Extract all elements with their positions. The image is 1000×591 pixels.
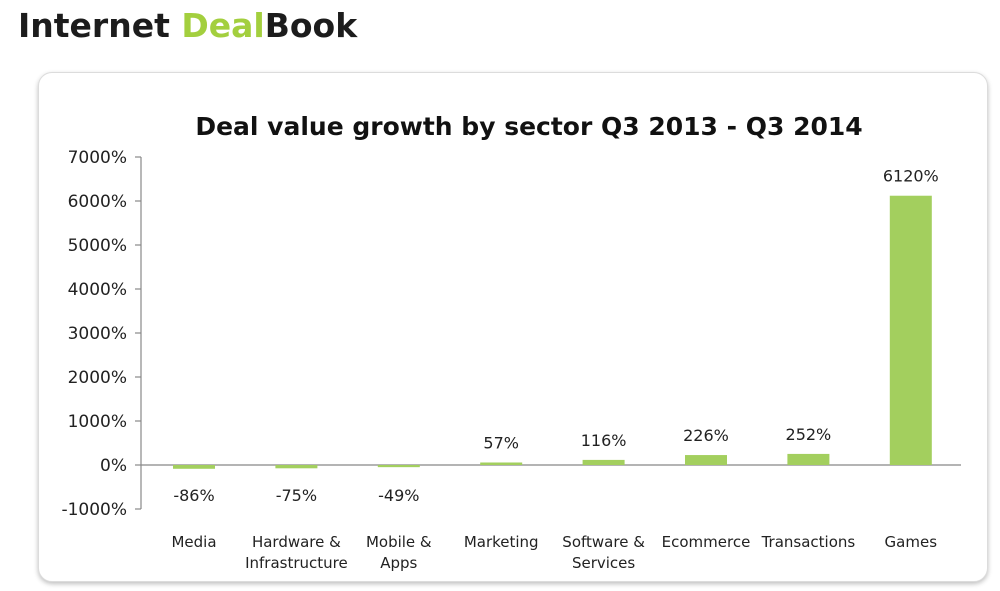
y-tick-label: 1000% — [68, 412, 127, 432]
bar — [787, 453, 830, 465]
data-label: 226% — [683, 426, 729, 445]
bar — [275, 465, 318, 469]
y-tick-label: -1000% — [61, 500, 127, 520]
category-label: Hardware & Infrastructure — [245, 533, 348, 572]
chart-card: Deal value growth by sector Q3 2013 - Q3… — [38, 72, 988, 582]
y-tick-label: 2000% — [68, 368, 127, 388]
y-tick-label: 0% — [100, 456, 127, 476]
bar — [889, 195, 932, 465]
data-label: -75% — [276, 486, 317, 505]
bar — [480, 462, 523, 465]
y-tick-label: 4000% — [68, 280, 127, 300]
data-label: -86% — [173, 486, 214, 505]
y-tick-label: 6000% — [68, 192, 127, 212]
category-label: Mobile & Apps — [366, 533, 432, 572]
chart-title: Deal value growth by sector Q3 2013 - Q3… — [195, 112, 862, 141]
brand-logo: Internet DealBook — [18, 6, 357, 45]
bar — [377, 465, 420, 468]
y-tick-label: 7000% — [68, 148, 127, 168]
bar — [685, 455, 727, 465]
data-label: -49% — [378, 486, 419, 505]
data-label: 116% — [581, 431, 627, 450]
category-label: Transactions — [761, 533, 856, 551]
y-tick-label: 3000% — [68, 324, 127, 344]
category-label: Software & Services — [562, 533, 645, 572]
category-label: Ecommerce — [662, 533, 751, 551]
data-label: 252% — [786, 425, 832, 444]
bar — [582, 459, 625, 465]
brand-accent: Deal — [181, 6, 265, 45]
brand-suffix: Book — [264, 6, 358, 45]
category-label: Marketing — [464, 533, 539, 551]
category-label: Games — [885, 533, 938, 551]
data-label: 57% — [483, 433, 519, 452]
brand-prefix: Internet — [18, 6, 182, 45]
bar-chart: Deal value growth by sector Q3 2013 - Q3… — [61, 112, 961, 572]
bar — [173, 465, 215, 469]
y-tick-label: 5000% — [68, 236, 127, 256]
data-label: 6120% — [883, 167, 939, 186]
category-label: Media — [171, 533, 216, 551]
